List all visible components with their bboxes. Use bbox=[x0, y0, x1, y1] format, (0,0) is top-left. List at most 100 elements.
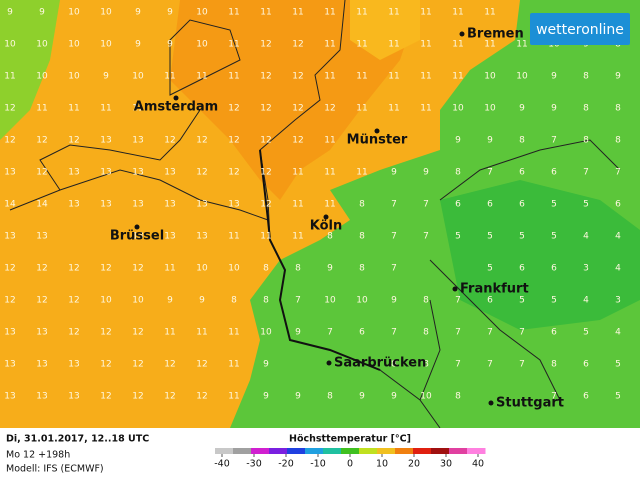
grid-value: 7 bbox=[551, 392, 557, 402]
city-dot bbox=[459, 31, 465, 37]
grid-value: 11 bbox=[356, 168, 367, 178]
grid-value: 13 bbox=[4, 360, 15, 370]
grid-value: 12 bbox=[196, 168, 207, 178]
grid-value: 13 bbox=[132, 232, 143, 242]
grid-value: 8 bbox=[615, 104, 621, 114]
legend-swatch bbox=[323, 448, 342, 454]
grid-value: 11 bbox=[452, 40, 463, 50]
grid-value: 11 bbox=[100, 104, 111, 114]
grid-value: 11 bbox=[292, 8, 303, 18]
grid-value: 11 bbox=[164, 72, 175, 82]
grid-value: 6 bbox=[487, 296, 493, 306]
legend-tick-label: -20 bbox=[278, 459, 294, 470]
grid-value: 13 bbox=[132, 136, 143, 146]
grid-value: 12 bbox=[228, 104, 239, 114]
grid-value: 11 bbox=[292, 168, 303, 178]
grid-value: 12 bbox=[132, 328, 143, 338]
grid-value: 3 bbox=[583, 264, 589, 274]
grid-value: 8 bbox=[263, 264, 269, 274]
grid-value: 6 bbox=[359, 328, 365, 338]
grid-value: 11 bbox=[228, 392, 239, 402]
grid-value: 7 bbox=[327, 328, 333, 338]
legend-tick-label: 30 bbox=[440, 459, 452, 470]
city-dot bbox=[326, 360, 332, 366]
grid-value: 11 bbox=[452, 8, 463, 18]
legend: -40 -30 -20 -10 0 10 20 30 40 bbox=[214, 448, 486, 470]
grid-value: 12 bbox=[196, 136, 207, 146]
grid-value: 11 bbox=[228, 232, 239, 242]
grid-value: 11 bbox=[420, 72, 431, 82]
grid-value: 8 bbox=[327, 392, 333, 402]
city-label: Bremen bbox=[467, 27, 524, 42]
legend-tick-label: -30 bbox=[246, 459, 262, 470]
grid-value: 11 bbox=[228, 328, 239, 338]
grid-value: 8 bbox=[295, 264, 301, 274]
legend-swatch bbox=[449, 448, 468, 454]
grid-value: 9 bbox=[199, 296, 205, 306]
grid-value: 8 bbox=[359, 264, 365, 274]
grid-value: 13 bbox=[4, 232, 15, 242]
grid-value: 11 bbox=[324, 136, 335, 146]
grid-value: 5 bbox=[615, 392, 621, 402]
grid-value: 12 bbox=[228, 136, 239, 146]
grid-value: 5 bbox=[551, 232, 557, 242]
grid-value: 9 bbox=[551, 104, 557, 114]
legend-swatch bbox=[359, 448, 378, 454]
grid-value: 10 bbox=[132, 296, 144, 306]
grid-value: 13 bbox=[36, 232, 47, 242]
grid-value: 8 bbox=[359, 200, 365, 210]
grid-value: 9 bbox=[551, 72, 557, 82]
grid-value: 13 bbox=[196, 200, 207, 210]
grid-value: 11 bbox=[164, 264, 175, 274]
grid-value: 8 bbox=[583, 136, 589, 146]
grid-value: 12 bbox=[100, 328, 111, 338]
grid-value: 5 bbox=[519, 296, 525, 306]
grid-value: 9 bbox=[359, 392, 365, 402]
legend-tick-label: 40 bbox=[472, 459, 484, 470]
grid-value: 11 bbox=[388, 8, 399, 18]
grid-value: 11 bbox=[452, 72, 463, 82]
grid-value: 11 bbox=[132, 104, 143, 114]
value-grid: 9 9 10 10 9 9 10 11 11 11 11 11 11 11 11 11 10 10 10 10 9 9 10… bbox=[4, 8, 621, 402]
city-label: Köln bbox=[310, 219, 343, 234]
grid-value: 12 bbox=[292, 40, 303, 50]
grid-value: 11 bbox=[420, 8, 431, 18]
grid-value: 12 bbox=[260, 136, 271, 146]
legend-swatch bbox=[287, 448, 306, 454]
grid-value: 5 bbox=[487, 232, 493, 242]
grid-value: 11 bbox=[260, 8, 271, 18]
grid-value: 12 bbox=[100, 392, 111, 402]
grid-value: 9 bbox=[487, 136, 493, 146]
grid-value: 11 bbox=[420, 104, 431, 114]
city-dot bbox=[488, 400, 494, 406]
grid-value: 9 bbox=[455, 136, 461, 146]
grid-value: 8 bbox=[583, 72, 589, 82]
grid-value: 5 bbox=[487, 264, 493, 274]
grid-value: 12 bbox=[292, 104, 303, 114]
grid-value: 13 bbox=[164, 200, 175, 210]
grid-value: 11 bbox=[196, 328, 207, 338]
grid-value: 11 bbox=[516, 40, 527, 50]
legend-swatch bbox=[215, 448, 234, 454]
legend-swatch bbox=[377, 448, 396, 454]
grid-value: 11 bbox=[164, 328, 175, 338]
grid-value: 11 bbox=[228, 8, 239, 18]
city-label: Frankfurt bbox=[460, 282, 529, 297]
grid-value: 10 bbox=[260, 328, 272, 338]
grid-value: 12 bbox=[36, 168, 47, 178]
grid-value: 8 bbox=[455, 168, 461, 178]
grid-value: 11 bbox=[292, 232, 303, 242]
model: Modell: IFS (ECMWF) bbox=[6, 464, 104, 475]
grid-value: 10 bbox=[36, 72, 48, 82]
grid-value: 7 bbox=[519, 328, 525, 338]
city-label: Stuttgart bbox=[496, 396, 564, 411]
grid-value: 6 bbox=[551, 168, 557, 178]
grid-value: 13 bbox=[68, 360, 79, 370]
country-border bbox=[259, 149, 381, 371]
grid-value: 12 bbox=[260, 200, 271, 210]
grid-value: 12 bbox=[4, 104, 15, 114]
legend-tick-label: -40 bbox=[214, 459, 230, 470]
grid-value: 13 bbox=[100, 168, 111, 178]
grid-value: 13 bbox=[164, 168, 175, 178]
grid-value: 12 bbox=[100, 264, 111, 274]
